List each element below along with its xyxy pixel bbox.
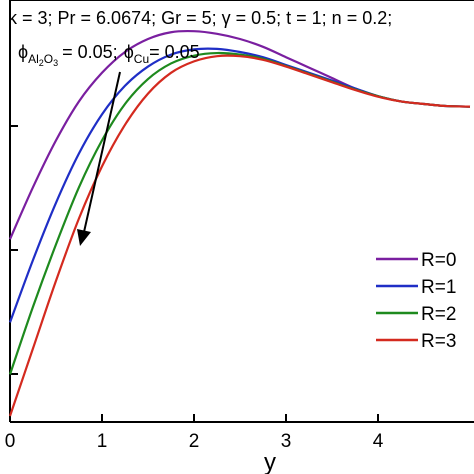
x-axis-label: y: [264, 449, 276, 474]
phi-al2o3-subscript-3: 3: [53, 58, 58, 68]
phi-symbol-cu: ϕ: [124, 42, 134, 62]
phi-cu-subscript: Cu: [134, 52, 149, 66]
phi-cu-value: = 0.05: [149, 42, 200, 62]
legend-label: R=1: [421, 277, 456, 298]
parameter-annotation: κ = 3; Pr = 6.0674; Gr = 5; γ = 0.5; t =…: [8, 8, 392, 28]
volume-fraction-annotation: ϕAl2O3= 0.05; ϕCu= 0.05: [18, 42, 200, 68]
x-tick-label: 0: [5, 431, 16, 452]
legend-label: R=2: [421, 304, 456, 325]
phi-al2o3-subscript-al: Al: [28, 52, 39, 66]
series-line-0: [8, 29, 471, 240]
phi-al2o3-subscript-o: O: [44, 52, 53, 66]
x-tick-label: 3: [281, 431, 292, 452]
phi-al2o3-subscript-2: 2: [39, 58, 44, 68]
x-tick-label: 4: [373, 431, 384, 452]
legend-label: R=0: [421, 250, 456, 271]
series-group: [8, 29, 471, 417]
x-ticks: 0 1 2 3 4: [5, 414, 384, 452]
phi-al2o3-value: = 0.05;: [62, 42, 118, 62]
x-tick-label: 2: [189, 431, 200, 452]
y-ticks: [10, 125, 18, 375]
legend: R=0 R=1 R=2 R=3: [376, 250, 456, 352]
series-line-3: [8, 54, 471, 417]
increasing-r-arrow: [77, 71, 121, 246]
x-tick-label: 1: [97, 431, 108, 452]
phi-symbol: ϕ: [18, 42, 28, 62]
legend-label: R=3: [421, 331, 456, 352]
